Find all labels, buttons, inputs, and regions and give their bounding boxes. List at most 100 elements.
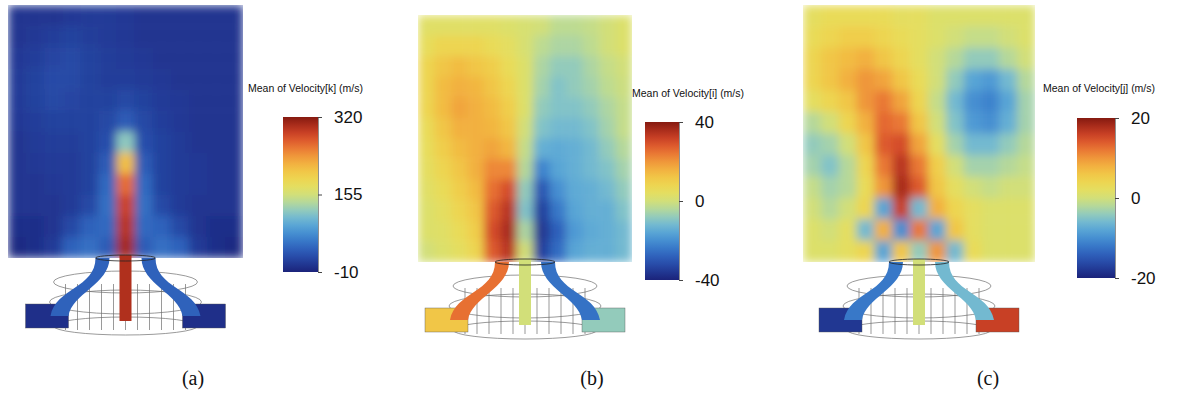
cell xyxy=(135,5,154,27)
cell xyxy=(44,89,63,111)
cell xyxy=(116,47,135,69)
cell xyxy=(892,112,910,134)
cell xyxy=(981,5,999,27)
colorbar-tick-mark xyxy=(1115,278,1119,279)
cell xyxy=(583,77,600,98)
colorbar-tick: 155 xyxy=(318,185,362,204)
cell xyxy=(116,26,135,48)
wire-line xyxy=(489,288,490,334)
cell xyxy=(616,241,632,262)
cell xyxy=(803,26,821,48)
cell xyxy=(189,68,208,90)
cell xyxy=(839,219,857,241)
cell xyxy=(566,56,583,77)
cell xyxy=(467,159,484,180)
cell xyxy=(517,56,534,77)
cell xyxy=(821,155,839,177)
cell xyxy=(839,198,857,220)
cell xyxy=(26,110,45,132)
cell xyxy=(467,77,484,98)
cell xyxy=(533,97,550,118)
cell xyxy=(434,200,451,221)
cell xyxy=(80,5,99,27)
swirl-passage xyxy=(142,258,201,316)
cell xyxy=(116,153,135,175)
cell xyxy=(26,68,45,90)
cell xyxy=(62,153,81,175)
cell xyxy=(418,139,435,160)
cell xyxy=(44,110,63,132)
cell xyxy=(171,174,190,196)
cell xyxy=(171,110,190,132)
cell xyxy=(225,195,243,217)
cell xyxy=(98,174,117,196)
cell xyxy=(484,56,501,77)
cell xyxy=(80,132,99,154)
cell xyxy=(189,216,208,238)
cell xyxy=(418,200,435,221)
wire-line xyxy=(955,288,956,334)
colorbar-tick: 40 xyxy=(679,113,714,132)
cell xyxy=(225,26,243,48)
cell xyxy=(467,139,484,160)
cell xyxy=(189,110,208,132)
cell xyxy=(981,69,999,91)
field-cells xyxy=(803,5,1035,262)
cell xyxy=(225,110,243,132)
cell xyxy=(434,139,451,160)
cell xyxy=(583,15,600,36)
cell xyxy=(946,155,964,177)
cell xyxy=(153,174,172,196)
cell xyxy=(964,155,982,177)
cell xyxy=(910,112,928,134)
cell xyxy=(80,47,99,69)
cell xyxy=(874,134,892,156)
cell xyxy=(207,5,226,27)
wire-line xyxy=(113,284,114,330)
colorbar-tick: -20 xyxy=(1115,269,1156,288)
colorbar-tick-mark xyxy=(679,122,683,123)
cell xyxy=(946,112,964,134)
cell xyxy=(946,48,964,70)
cell xyxy=(434,77,451,98)
wire-line xyxy=(537,288,538,334)
cell xyxy=(484,36,501,57)
cell xyxy=(44,68,63,90)
cell xyxy=(467,36,484,57)
cell xyxy=(153,132,172,154)
colorbar-tick-label: 155 xyxy=(334,185,362,204)
cell xyxy=(80,237,99,258)
cell xyxy=(857,91,875,113)
cell xyxy=(98,5,117,27)
wire-line xyxy=(883,288,884,334)
cell xyxy=(566,15,583,36)
cell xyxy=(616,159,632,180)
cell xyxy=(98,216,117,238)
cell xyxy=(98,68,117,90)
swirl-passage xyxy=(935,262,994,320)
cell xyxy=(116,5,135,27)
cell xyxy=(434,56,451,77)
cell xyxy=(566,221,583,242)
cell xyxy=(616,36,632,57)
cell xyxy=(116,195,135,217)
cell xyxy=(153,153,172,175)
figure: -10155320Mean of Velocity[k] (m/s)(a)-40… xyxy=(0,0,1186,398)
cell xyxy=(946,219,964,241)
cell xyxy=(500,118,517,139)
cell xyxy=(451,241,468,262)
cell xyxy=(418,159,435,180)
cell xyxy=(857,48,875,70)
cell xyxy=(599,77,616,98)
cell xyxy=(484,200,501,221)
cell xyxy=(451,97,468,118)
wire-line xyxy=(137,284,138,330)
cell xyxy=(62,195,81,217)
cell xyxy=(207,26,226,48)
cell xyxy=(484,139,501,160)
cell xyxy=(418,118,435,139)
cell xyxy=(599,56,616,77)
cell xyxy=(566,36,583,57)
cell xyxy=(583,159,600,180)
cell xyxy=(26,237,45,258)
